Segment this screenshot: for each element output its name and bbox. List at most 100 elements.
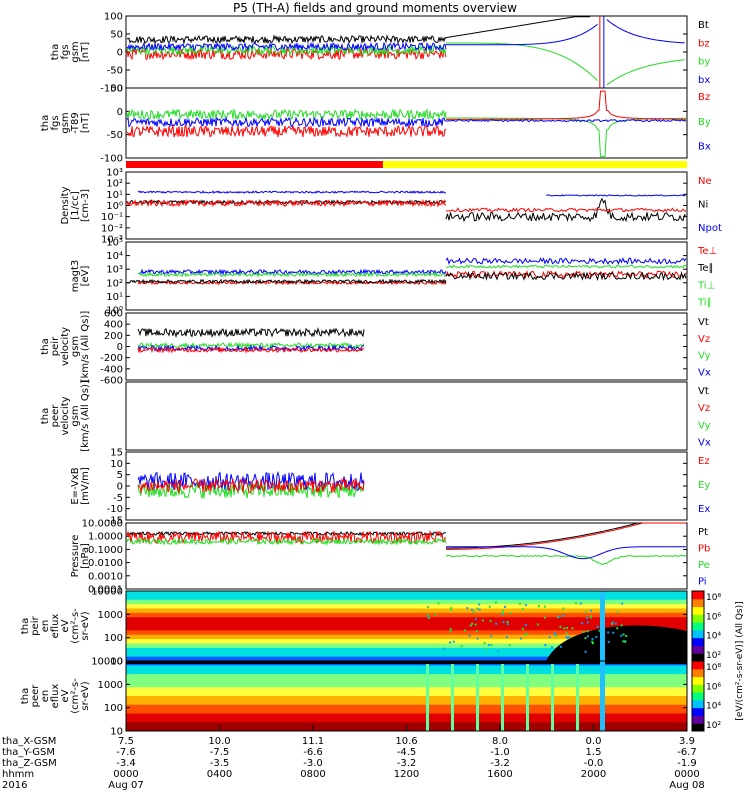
spectrogram-pixel xyxy=(575,602,578,605)
spectrogram-pixel xyxy=(501,613,504,616)
spectrogram-band xyxy=(126,656,687,662)
spectrogram-pixel xyxy=(610,622,613,625)
trace-te-par xyxy=(445,270,687,282)
y-tick-label: 10⁻³ xyxy=(101,235,123,246)
colorbar-tick-label: 10⁸ xyxy=(706,663,721,673)
spectrogram-pixel xyxy=(518,602,521,605)
spectrogram-pixel xyxy=(449,641,452,644)
legend-entry: Ey xyxy=(698,480,710,491)
y-axis-label: peer xyxy=(50,404,61,428)
trace-Bz xyxy=(446,90,686,120)
x-row-label: tha_Z-GSM xyxy=(2,758,57,769)
colorbar-upper-segment xyxy=(692,606,704,615)
spectrogram-pixel xyxy=(468,634,471,637)
colorbar-upper-segment xyxy=(692,622,704,631)
y-tick-label: 10⁴ xyxy=(106,251,123,262)
colorbar-lower-segment xyxy=(692,699,704,709)
y-axis-label: (cm²-s- xyxy=(70,608,81,644)
x-tick-label: -4.5 xyxy=(397,747,417,758)
spectrogram-pixel xyxy=(553,633,556,636)
trace-bt xyxy=(445,16,590,39)
y-tick-label: 1000 xyxy=(98,610,123,621)
trace-by xyxy=(606,59,685,86)
colorbar-tick-label: 10² xyxy=(706,651,721,661)
panel-frame xyxy=(125,312,688,381)
spectrogram-pixel xyxy=(521,627,524,630)
y-tick-label: 10² xyxy=(106,179,123,190)
trace-pt xyxy=(446,522,686,549)
colorbar-lower-segment xyxy=(692,707,704,716)
spectrogram-band xyxy=(126,700,687,706)
spectrogram-pixel xyxy=(571,627,574,630)
spectrogram-pixel xyxy=(434,613,437,616)
trace-te xyxy=(445,269,687,279)
colorbar-lower-segment xyxy=(692,723,704,732)
spectrogram-stripe xyxy=(551,661,554,731)
trace-pi xyxy=(446,546,686,560)
status-bar-yellow xyxy=(382,161,687,168)
y-axis-label: [nT] xyxy=(80,42,91,62)
spectrogram-band xyxy=(126,696,687,701)
trace-pe xyxy=(126,537,447,547)
panel-fgs_gsm_sub: 50 0 -50 -100 tha fgs gsm -T89 [nT] Bz By Bx xyxy=(40,84,711,165)
spectrogram-pixel xyxy=(475,630,478,633)
y-tick-label: -50 xyxy=(107,66,123,77)
colorbar-lower-segment xyxy=(692,668,704,678)
spectrogram-band xyxy=(126,682,687,688)
x-row-label: 2016 xyxy=(2,780,27,791)
spectrogram-pixel xyxy=(562,607,565,610)
y-axis-label: Density xyxy=(60,186,71,224)
panel-frame xyxy=(125,241,688,311)
y-axis-label: [km/s (All Qs)] xyxy=(80,380,91,452)
spectrogram-pixel xyxy=(589,616,592,619)
y-tick-label: 15 xyxy=(110,448,123,459)
spectrogram-pixel xyxy=(584,637,587,640)
spectrogram-pixel xyxy=(557,616,560,619)
y-tick-label: 0.0010 xyxy=(88,571,123,582)
spectrogram-pixel xyxy=(523,633,526,636)
spectrogram-band xyxy=(126,691,687,697)
spectrogram-pixel xyxy=(426,606,429,609)
legend-entry: Vx xyxy=(698,437,711,448)
x-tick-label: -1.0 xyxy=(490,747,510,758)
legend-entry: Bt xyxy=(698,20,709,31)
legend-entry: by xyxy=(698,57,710,68)
y-tick-label: 10000 xyxy=(91,587,123,598)
y-axis-label: eV xyxy=(60,689,71,702)
trace-Bx xyxy=(445,119,687,123)
spectrogram-pixel xyxy=(506,623,509,626)
spectrogram-pixel xyxy=(427,615,430,618)
spectrogram-pixel xyxy=(501,609,504,612)
y-axis-label: en xyxy=(40,620,51,633)
trace-bx xyxy=(446,23,598,46)
spectrogram-band xyxy=(126,709,687,714)
legend-entry: Pb xyxy=(698,544,710,555)
spectrogram-pixel xyxy=(563,627,566,630)
spectrogram-stripe xyxy=(526,661,529,731)
spectrogram-pixel xyxy=(562,614,565,617)
y-axis-label: tha xyxy=(20,688,31,704)
spectrogram-pixel xyxy=(616,611,619,614)
y-axis-label: peir xyxy=(30,615,41,635)
legend-entry: Vt xyxy=(698,386,709,397)
spectrogram-pixel xyxy=(625,634,628,637)
x-tick-label: -1.9 xyxy=(677,758,697,769)
panel-peer_en: 10000 1000 100 10 tha peer en eflux eV (cm²-s-sr-… xyxy=(20,657,688,738)
x-tick-label: -7.6 xyxy=(116,747,136,758)
y-tick-label: 10000 xyxy=(91,657,123,668)
spectrogram-band xyxy=(126,678,687,684)
spectrogram-pixel xyxy=(476,637,479,640)
x-tick-label: 0000 xyxy=(674,769,699,780)
trace-ti xyxy=(445,257,687,266)
x-tick-label: 11.1 xyxy=(302,736,324,747)
y-tick-label: 0 xyxy=(117,48,123,59)
spectrogram-pixel xyxy=(490,643,493,646)
spectrogram-pixel xyxy=(589,609,592,612)
spectrogram-band xyxy=(126,717,687,723)
spectrogram-pixel xyxy=(450,607,453,610)
spectrogram-pixel xyxy=(586,616,589,619)
spectrogram-pixel xyxy=(544,643,547,646)
colorbar-upper-segment xyxy=(692,629,704,639)
y-tick-label: 10⁻² xyxy=(101,223,123,234)
y-axis-label: eflux xyxy=(50,614,61,639)
